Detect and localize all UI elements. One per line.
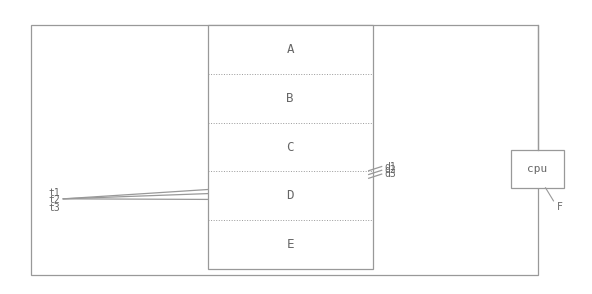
Text: E: E bbox=[287, 238, 294, 251]
Text: t1: t1 bbox=[49, 188, 60, 198]
Text: B: B bbox=[287, 91, 294, 105]
Text: D: D bbox=[287, 189, 294, 203]
Text: F: F bbox=[556, 202, 562, 212]
Text: d3: d3 bbox=[385, 169, 397, 179]
Text: d1: d1 bbox=[385, 161, 397, 171]
Bar bbox=[208, 25, 372, 269]
Bar bbox=[31, 25, 538, 275]
Text: d2: d2 bbox=[385, 165, 397, 175]
Text: C: C bbox=[287, 141, 294, 153]
Text: cpu: cpu bbox=[527, 164, 548, 174]
Text: t3: t3 bbox=[49, 203, 60, 213]
Bar bbox=[511, 150, 564, 188]
Text: A: A bbox=[287, 43, 294, 56]
Text: t2: t2 bbox=[49, 195, 60, 205]
